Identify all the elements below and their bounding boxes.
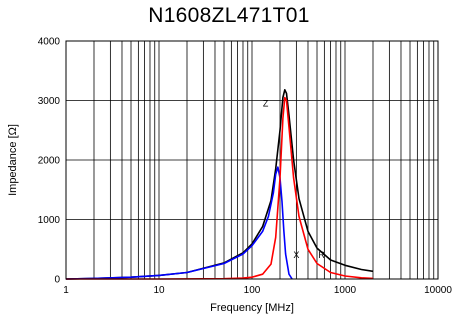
chart-title: N1608ZL471T01 [148,4,310,27]
tick-labels: 1 10 100 1000 10000 0 1000 2000 3000 4000 [38,37,453,297]
y-tick-label: 3000 [38,96,61,107]
series-annotation-z: Z [263,98,269,108]
x-tick-label: 100 [244,285,261,296]
y-axis-label: Impedance [Ω] [7,124,19,196]
series-group [65,89,374,280]
series-line-r [66,96,374,280]
series-annotation-r: R [318,250,325,260]
y-tick-label: 0 [54,275,60,286]
x-tick-label: 10000 [424,285,452,296]
x-tick-label: 1 [63,285,69,296]
annotations: Z X R [263,98,325,260]
y-tick-label: 2000 [38,156,61,167]
y-tick-label: 1000 [38,215,61,226]
x-tick-label: 1000 [334,285,357,296]
x-axis-label: Frequency [MHz] [210,302,294,314]
y-tick-label: 4000 [38,37,61,48]
series-annotation-x: X [293,250,299,260]
series-line-x [65,166,293,280]
plot-frame [65,40,439,280]
x-tick-label: 10 [153,285,165,296]
